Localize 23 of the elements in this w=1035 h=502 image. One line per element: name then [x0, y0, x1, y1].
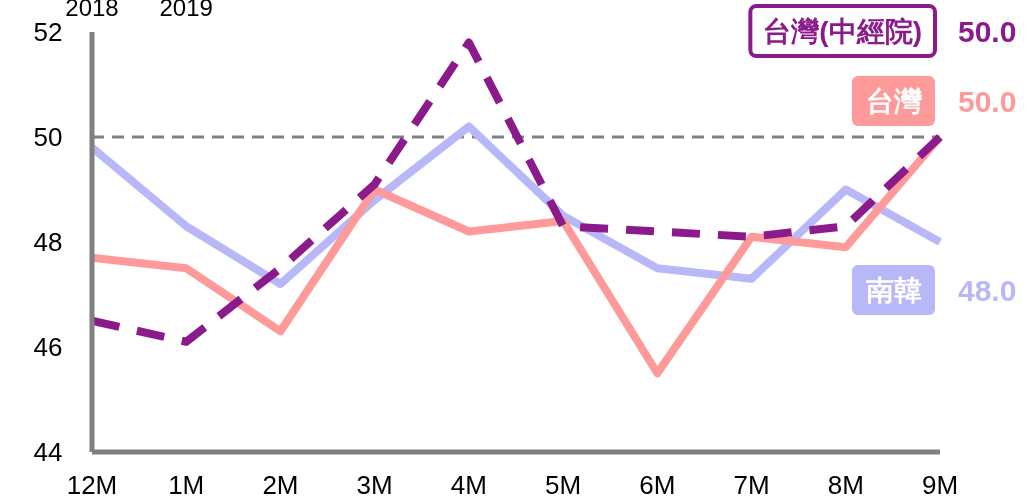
- data-label: 50.0: [958, 15, 1017, 48]
- x-tick-label: 5M: [545, 470, 582, 500]
- text: 台灣(中經院): [763, 16, 922, 47]
- series-label: 台灣: [866, 86, 923, 117]
- text: 2018: [65, 0, 119, 21]
- y-tick-label: 46: [33, 332, 63, 362]
- y-tick-label: 52: [33, 17, 63, 47]
- text: 2019: [159, 0, 213, 21]
- x-tick-label: 3M: [356, 470, 393, 500]
- x-tick-label: 7M: [733, 470, 770, 500]
- data-label: 50.0: [958, 85, 1017, 118]
- x-tick-label: 1M: [168, 470, 205, 500]
- x-tick-label: 2M: [262, 470, 299, 500]
- y-tick-label: 50: [33, 122, 63, 152]
- y-tick-label: 48: [33, 227, 63, 257]
- data-label: 48.0: [958, 274, 1017, 307]
- x-tick-label: 6M: [639, 470, 676, 500]
- y-tick-label: 44: [33, 437, 63, 467]
- x-tick-label: 4M: [450, 470, 487, 500]
- series-label: 南韓: [865, 275, 922, 306]
- x-tick-label: 8M: [827, 470, 864, 500]
- x-tick-label: 12M: [66, 470, 118, 500]
- x-tick-label: 9M: [921, 470, 959, 500]
